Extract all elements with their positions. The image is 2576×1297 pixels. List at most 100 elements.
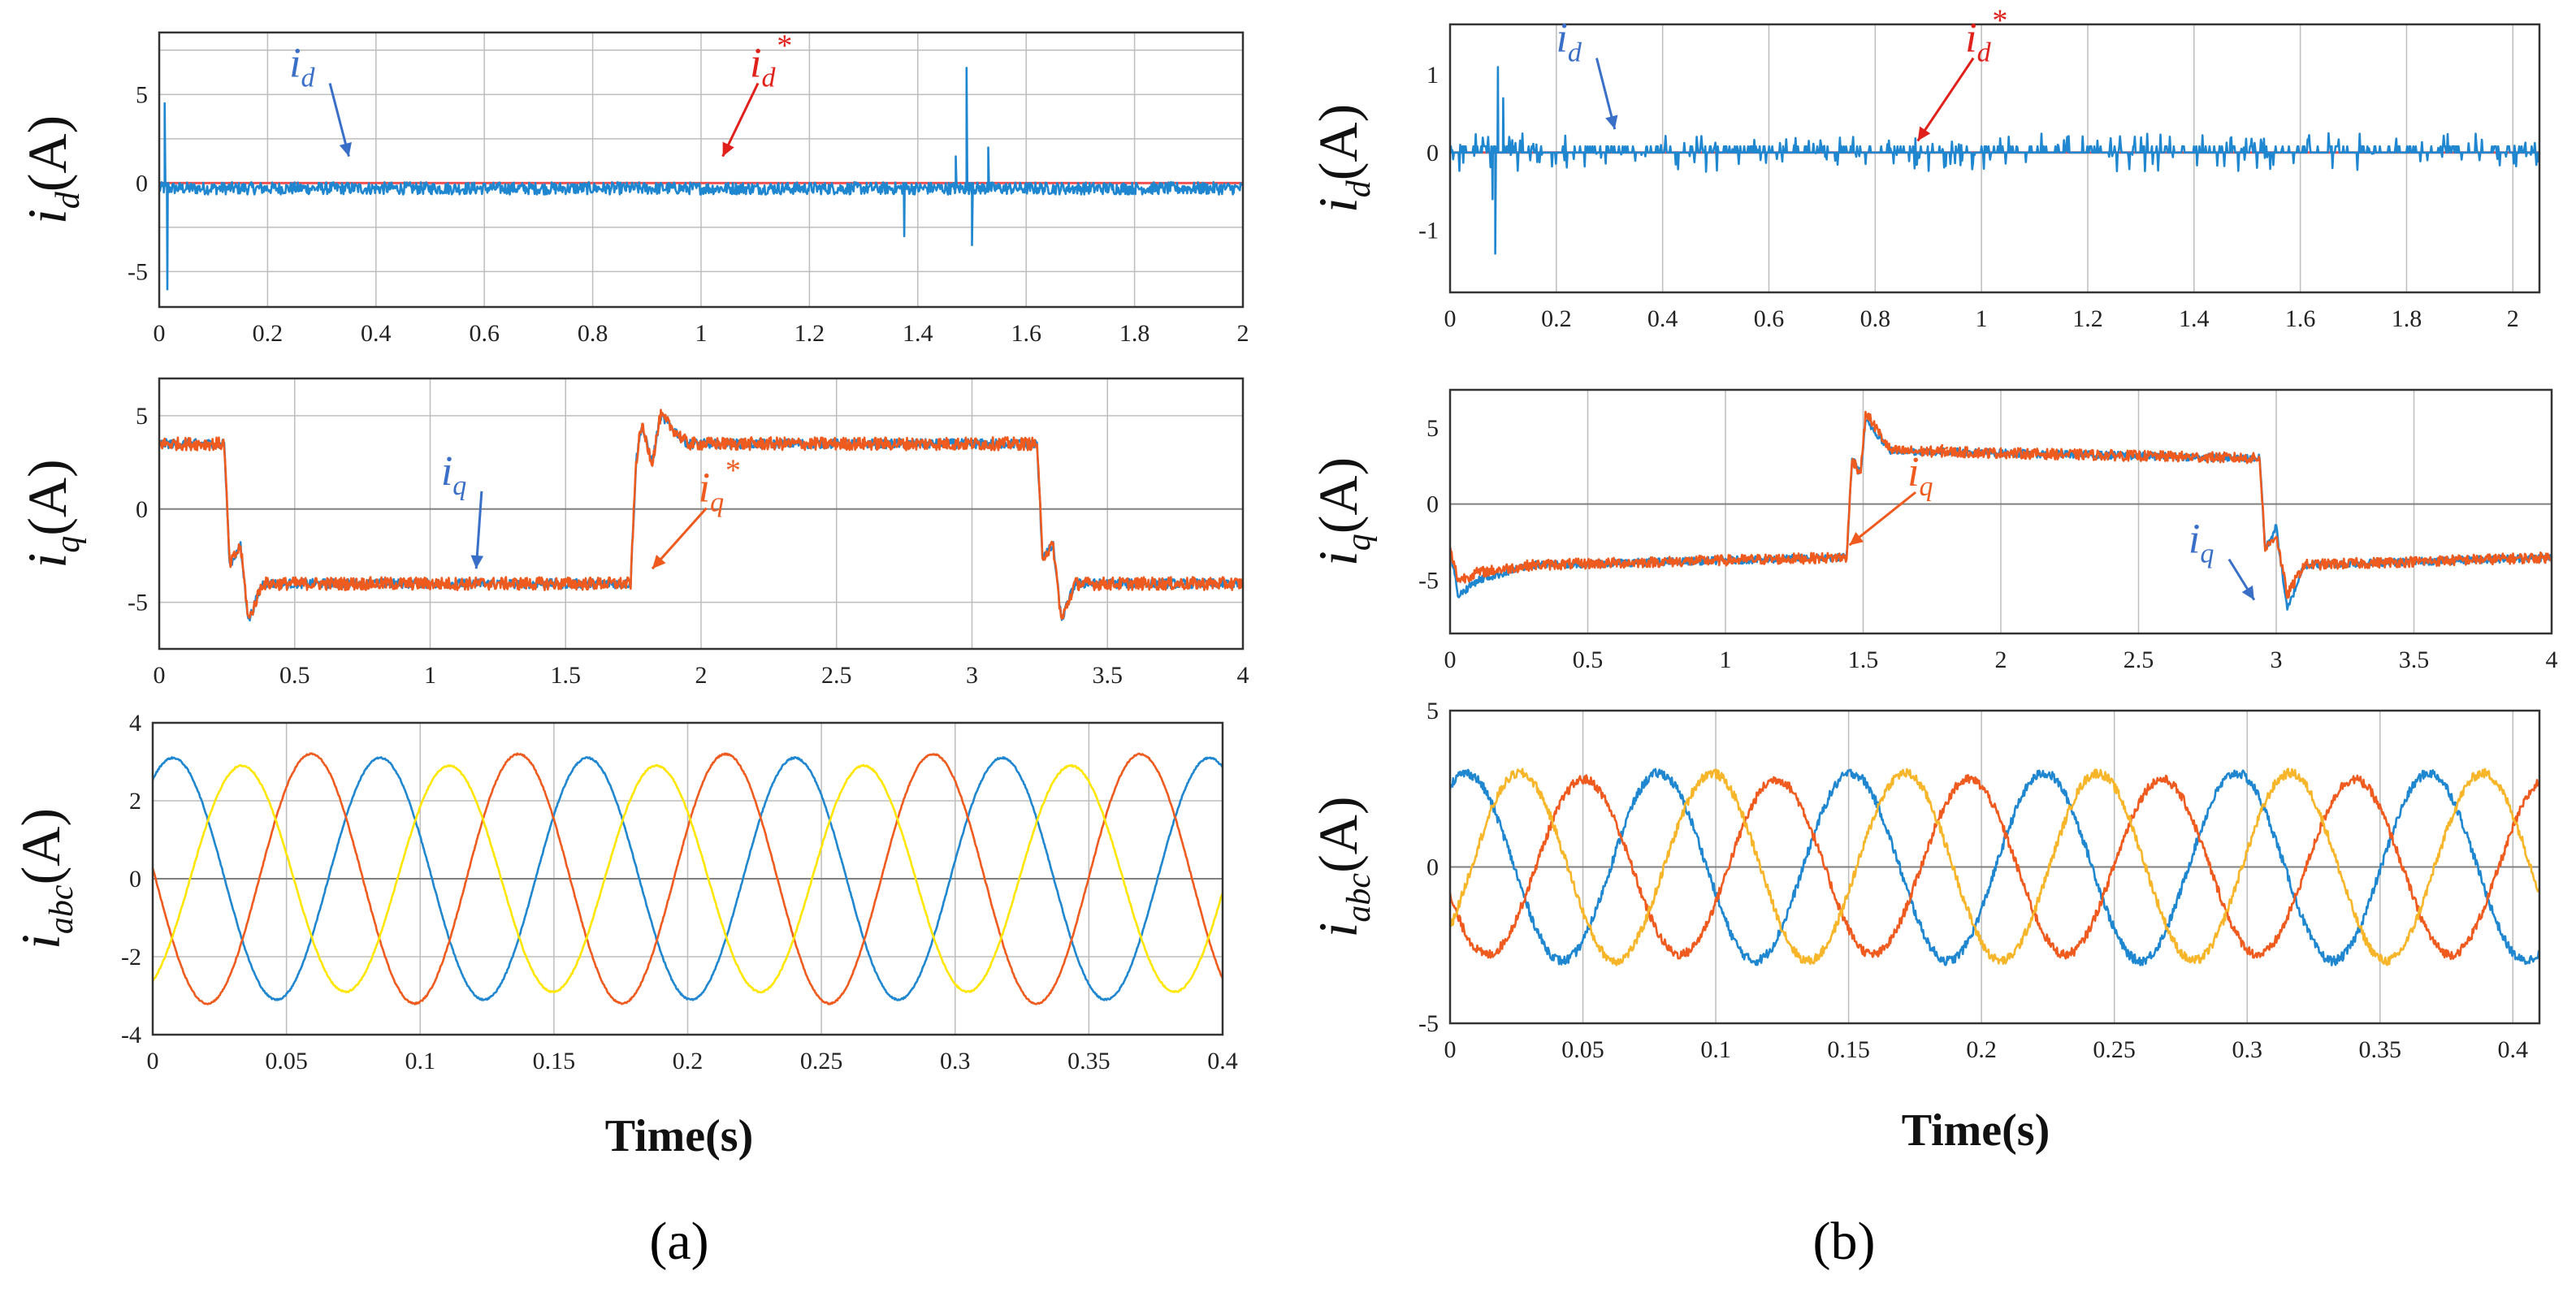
panel-label-b: (b) xyxy=(1813,1212,1876,1271)
y-tick-label: -4 xyxy=(121,1022,141,1048)
plot-frame xyxy=(158,377,1245,651)
x-tick-label: 0.35 xyxy=(2359,1036,2402,1063)
y-tick-label: -1 xyxy=(1418,217,1439,244)
y-tick-label: 0 xyxy=(136,170,148,197)
x-tick-label: 0.05 xyxy=(1561,1036,1604,1063)
plot-b-id: 0 0.2 0.4 0.6 0.8 1 1.2 1.4 1.6 1.8 2 -1 0 1 id(A) id id… xyxy=(1307,3,2541,332)
series-line-i-q- xyxy=(158,409,1245,620)
x-tick-label: 2.5 xyxy=(2124,646,2154,673)
annotation-arrowhead xyxy=(2241,585,2254,600)
y-tick-label: 1 xyxy=(1427,62,1439,89)
x-tick-label: 1.8 xyxy=(1119,320,1150,347)
annotation-arrowhead xyxy=(339,141,352,157)
y-axis-label: iq(A) xyxy=(1307,457,1378,566)
annotation-arrow xyxy=(1848,491,1917,547)
plot-a-iq: 0 0.5 1 1.5 2 2.5 3 3.5 4 -5 0 5 iq(A) iq iq* xyxy=(16,377,1249,689)
x-tick-label: 2 xyxy=(1237,320,1249,347)
xlabel-b: Time(s) xyxy=(1902,1105,2050,1156)
x-tick-label: 1.4 xyxy=(903,320,933,347)
annotation-label: iq* xyxy=(1907,438,1948,502)
x-tick-label: 1.2 xyxy=(2072,305,2103,332)
x-tick-label: 1 xyxy=(424,662,436,689)
x-tick-label: 1 xyxy=(1976,305,1988,332)
x-tick-label: 0.4 xyxy=(2498,1036,2529,1063)
x-tick-label: 0.1 xyxy=(405,1048,436,1074)
x-tick-label: 2 xyxy=(695,662,708,689)
x-tick-label: 2.5 xyxy=(821,662,852,689)
y-tick-label: 5 xyxy=(1427,698,1439,724)
x-tick-label: 0.4 xyxy=(361,320,392,347)
annotation-arrowhead xyxy=(470,555,484,569)
x-tick-label: 0.05 xyxy=(265,1048,308,1074)
y-tick-label: 0 xyxy=(129,866,141,893)
y-tick-label: 5 xyxy=(136,81,148,108)
y-tick-label: -2 xyxy=(121,944,141,971)
annotation-arrow xyxy=(1916,57,1975,142)
panel-label-a: (a) xyxy=(649,1212,708,1271)
series-line-i-b xyxy=(1448,774,2541,961)
x-tick-label: 0.6 xyxy=(469,320,500,347)
plot-frame xyxy=(151,721,1224,1036)
plot-a-iabc: 0 0.05 0.1 0.15 0.2 0.25 0.3 0.35 0.4 -4 -2 0 2 4 iabc… xyxy=(10,710,1238,1074)
annotation-arrowhead xyxy=(1849,532,1864,546)
x-tick-label: 0.2 xyxy=(253,320,284,347)
y-tick-label: 2 xyxy=(129,788,141,815)
x-tick-label: 3.5 xyxy=(1093,662,1123,689)
plot-frame xyxy=(1448,709,2541,1025)
x-tick-label: 1 xyxy=(695,320,708,347)
x-tick-label: 0.25 xyxy=(2093,1036,2136,1063)
annotation-label: iq xyxy=(2189,517,2214,569)
x-tick-label: 1.5 xyxy=(551,662,582,689)
x-tick-label: 1.6 xyxy=(2285,305,2316,332)
x-tick-label: 0.8 xyxy=(1860,305,1891,332)
plot-b-iq: 0 0.5 1 1.5 2 2.5 3 3.5 4 -5 0 5 iq(A) iq* iq xyxy=(1307,388,2558,673)
x-tick-label: 3.5 xyxy=(2399,646,2430,673)
x-tick-label: 0 xyxy=(147,1048,159,1074)
y-tick-label: 5 xyxy=(1427,415,1439,442)
x-tick-label: 1.8 xyxy=(2392,305,2422,332)
x-tick-label: 1.5 xyxy=(1848,646,1879,673)
y-tick-label: -5 xyxy=(128,258,148,285)
plot-background xyxy=(1450,24,2539,292)
series-line-i-c xyxy=(151,763,1224,994)
annotation-label: id* xyxy=(1965,3,2006,67)
series-line-i-d xyxy=(1448,66,2541,255)
y-axis-label: iabc(A) xyxy=(1307,797,1378,938)
y-tick-label: -5 xyxy=(1418,1010,1439,1037)
annotation-arrow xyxy=(721,82,760,158)
y-tick-label: 0 xyxy=(1427,491,1439,518)
x-tick-label: 0.25 xyxy=(800,1048,843,1074)
x-tick-label: 4 xyxy=(2546,646,2558,673)
x-tick-label: 0.1 xyxy=(1700,1036,1731,1063)
plot-frame xyxy=(158,31,1245,309)
series-line-i-a xyxy=(1448,767,2541,966)
plot-frame xyxy=(1448,23,2541,294)
y-tick-label: 0 xyxy=(136,496,148,523)
plot-a-id: 0 0.2 0.4 0.6 0.8 1 1.2 1.4 1.6 1.8 2 -5 0 5 id(A) id id… xyxy=(16,29,1249,347)
x-tick-label: 0.8 xyxy=(578,320,608,347)
y-tick-label: 4 xyxy=(129,710,141,737)
x-tick-label: 0.5 xyxy=(1573,646,1604,673)
x-tick-label: 0.4 xyxy=(1207,1048,1238,1074)
x-tick-label: 0.3 xyxy=(940,1048,971,1074)
y-tick-label: 5 xyxy=(136,403,148,430)
x-tick-label: 2 xyxy=(2507,305,2519,332)
y-tick-label: 0 xyxy=(1427,140,1439,166)
y-axis-label: iq(A) xyxy=(16,459,87,568)
y-tick-label: -5 xyxy=(1418,567,1439,594)
x-tick-label: 0 xyxy=(154,320,166,347)
x-tick-label: 0 xyxy=(154,662,166,689)
x-tick-label: 3 xyxy=(966,662,978,689)
x-tick-label: 0 xyxy=(1444,1036,1457,1063)
x-tick-label: 0.4 xyxy=(1647,305,1678,332)
series-line-i-d xyxy=(158,67,1244,291)
y-axis-label: id(A) xyxy=(1307,104,1378,213)
y-tick-label: -5 xyxy=(128,590,148,616)
x-tick-label: 1.4 xyxy=(2179,305,2210,332)
annotation-label: iq xyxy=(441,448,466,501)
annotation-arrowhead xyxy=(722,141,734,157)
y-axis-label: iabc(A) xyxy=(10,808,80,949)
annotation-label: id* xyxy=(750,29,790,93)
